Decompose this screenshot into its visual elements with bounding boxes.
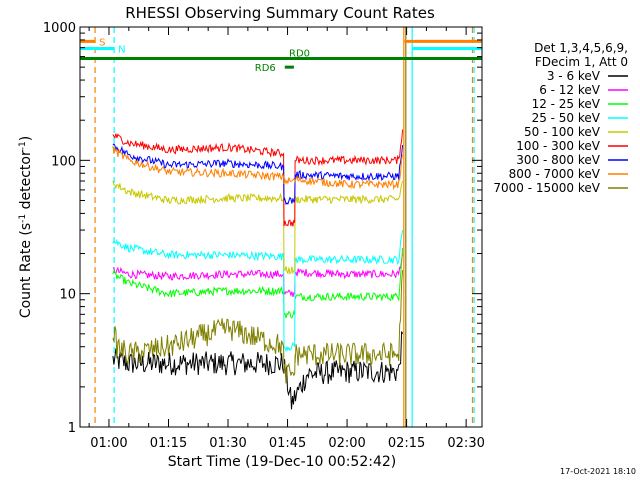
series-line-6 [112, 143, 404, 206]
y-tick-label-1: 10 [59, 288, 76, 303]
legend-label-4: 50 - 100 keV [524, 125, 601, 139]
legend-label-5: 100 - 300 keV [516, 139, 600, 153]
flag-label-n: N [118, 44, 125, 55]
series-line-1 [112, 253, 404, 298]
y-axis-label-sup1: -1 [18, 214, 28, 223]
y-axis-label-mid: detector [18, 150, 34, 214]
x-tick-label-1: 01:15 [150, 436, 187, 451]
flag-label-s: S [99, 37, 105, 48]
x-axis-ticks: 01:00 01:15 01:30 01:45 02:00 02:15 02:30 [88, 27, 485, 451]
x-tick-label-5: 02:15 [388, 436, 425, 451]
x-tick-label-3: 01:45 [269, 436, 306, 451]
y-tick-label-0: 1 [68, 421, 76, 436]
x-tick-label-2: 01:30 [209, 436, 246, 451]
series-line-3 [112, 230, 404, 353]
series-line-7 [112, 146, 404, 191]
y-axis-label: Count Rate (s-1 detector-1) [18, 136, 34, 318]
data-series [112, 129, 404, 410]
y-axis-ticks: 1 10 100 1000 [43, 21, 482, 436]
legend-label-8: 7000 - 15000 keV [493, 181, 600, 195]
series-line-4 [112, 180, 404, 275]
legend-label-1: 6 - 12 keV [539, 83, 601, 97]
x-axis-label: Start Time (19-Dec-10 00:52:42) [168, 454, 396, 470]
legend-label-2: 12 - 25 keV [532, 97, 601, 111]
legend-label-6: 300 - 800 keV [516, 153, 600, 167]
y-axis-label-main: Count Rate (s [18, 223, 34, 318]
y-axis-label-end: ) [18, 136, 34, 141]
legend-label-7: 800 - 7000 keV [509, 167, 601, 181]
legend-header-2: FDecim 1, Att 0 [535, 55, 628, 69]
flag-label-rd6: RD6 [255, 63, 276, 74]
x-tick-label-0: 01:00 [90, 436, 127, 451]
plot-frame [79, 26, 483, 428]
series-line-2 [112, 247, 404, 319]
series-line-8 [112, 270, 404, 384]
y-tick-label-2: 100 [51, 154, 76, 169]
legend-label-0: 3 - 6 keV [547, 69, 601, 83]
y-axis-label-sup2: -1 [18, 141, 28, 150]
legend: Det 1,3,4,5,6,9, FDecim 1, Att 0 3 - 6 k… [493, 41, 628, 195]
x-tick-label-4: 02:00 [328, 436, 365, 451]
legend-label-3: 25 - 50 keV [532, 111, 601, 125]
y-tick-label-3: 1000 [43, 21, 76, 36]
timestamp: 17-Oct-2021 18:10 [560, 467, 636, 476]
flag-bars: S N RD0 RD6 [80, 37, 482, 74]
x-tick-label-6: 02:30 [447, 436, 484, 451]
flag-label-rd0: RD0 [289, 49, 310, 60]
series-line-5 [112, 129, 404, 227]
chart-title: RHESSI Observing Summary Count Rates [125, 4, 435, 22]
series-line-0 [112, 331, 404, 410]
legend-header-1: Det 1,3,4,5,6,9, [534, 41, 628, 55]
